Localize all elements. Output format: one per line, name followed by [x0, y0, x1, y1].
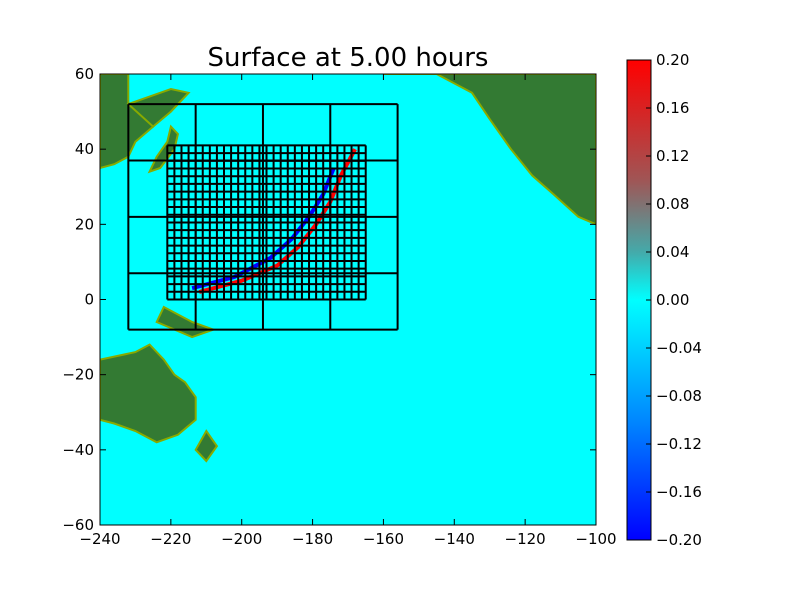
y-tick-label: −40	[62, 441, 94, 459]
x-tick-label: −180	[292, 530, 333, 548]
y-tick-label: 40	[75, 140, 94, 158]
x-tick-label: −140	[434, 530, 475, 548]
x-tick-label: −240	[79, 530, 120, 548]
x-tick-label: −120	[505, 530, 546, 548]
colorbar-tick-label: 0.08	[656, 195, 689, 213]
y-tick-label: −20	[62, 366, 94, 384]
colorbar-tick-label: −0.20	[656, 531, 702, 549]
y-tick-label: 60	[75, 65, 94, 83]
x-tick-label: −100	[575, 530, 616, 548]
colorbar-tick-label: 0.00	[656, 291, 689, 309]
colorbar-tick-label: 0.04	[656, 243, 689, 261]
land-asia	[100, 74, 155, 170]
colorbar-tick-label: −0.12	[656, 435, 702, 453]
y-tick-label: −60	[62, 516, 94, 534]
colorbar-tick-label: −0.16	[656, 483, 702, 501]
land-kamchatka	[126, 87, 191, 128]
land-new-zealand	[194, 429, 219, 463]
y-tick-label: 0	[84, 291, 94, 309]
wave-front-crest	[198, 148, 357, 294]
x-tick-label: −220	[150, 530, 191, 548]
colorbar-tick-label: 0.16	[656, 99, 689, 117]
x-axis: −240 −220 −200 −180 −160 −140 −120 −100	[79, 74, 617, 548]
y-axis: 60 40 20 0 −20 −40 −60	[62, 65, 596, 534]
y-tick-label: 20	[75, 215, 94, 233]
x-tick-label: −200	[221, 530, 262, 548]
colorbar: 0.20 0.16 0.12 0.08 0.04 0.00 −0.04 −0.08 −0.12 −…	[626, 51, 702, 549]
land-australia	[100, 343, 197, 444]
x-tick-label: −160	[363, 530, 404, 548]
colorbar-tick-label: −0.08	[656, 387, 702, 405]
chart-title: Surface at 5.00 hours	[208, 43, 489, 73]
colorbar-tick-label: 0.20	[656, 51, 689, 69]
land-north-america	[383, 74, 596, 226]
colorbar-tick-label: 0.12	[656, 147, 689, 165]
plot-area	[99, 73, 597, 526]
colorbar-tick-label: −0.04	[656, 339, 702, 357]
